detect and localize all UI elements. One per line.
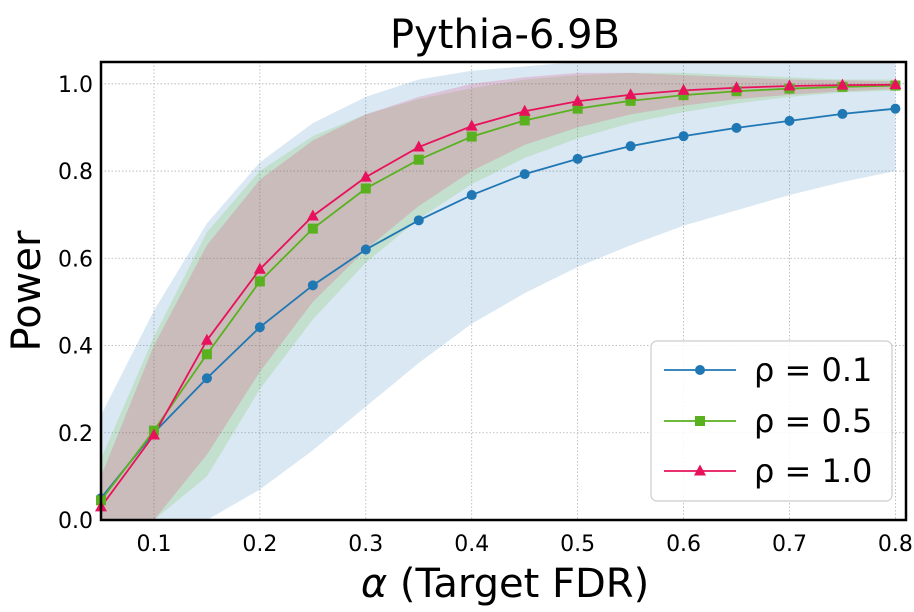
- point-series-1: [466, 190, 477, 201]
- y-tick-label: 0.4: [58, 335, 93, 360]
- point-series-3: [889, 78, 902, 90]
- point-series-3: [571, 94, 584, 106]
- x-tick-label: 0.3: [348, 532, 383, 557]
- x-axis-label-symbol: α: [361, 561, 387, 607]
- y-tick-label: 0.8: [58, 160, 93, 185]
- band-series-3: [101, 72, 896, 521]
- x-axis-label-text: (Target FDR): [387, 561, 649, 607]
- point-series-1: [519, 169, 530, 180]
- point-series-1: [890, 103, 901, 114]
- x-axis-label: α (Target FDR): [361, 561, 649, 607]
- point-series-1: [201, 373, 212, 384]
- line-series-3: [100, 83, 896, 508]
- point-series-3: [677, 83, 690, 95]
- point-series-2: [466, 131, 477, 142]
- chart-title: Pythia-6.9B: [390, 12, 620, 58]
- x-tick-label: 0.5: [560, 532, 595, 557]
- x-tick-label: 0.1: [136, 532, 171, 557]
- point-series-2: [678, 90, 689, 101]
- x-tick-label: 0.7: [772, 532, 807, 557]
- point-series-2: [519, 115, 530, 126]
- legend: ρ = 0.1 ρ = 0.5 ρ = 1.0: [650, 340, 893, 502]
- legend-box: [650, 340, 893, 502]
- legend-label-2: ρ = 0.5: [754, 402, 872, 440]
- y-tick-label: 0.0: [58, 509, 93, 534]
- point-series-1: [254, 322, 265, 333]
- x-tick-label: 0.2: [242, 532, 277, 557]
- point-series-1: [307, 280, 318, 291]
- legend-marker-2: [695, 416, 705, 426]
- y-tick-label: 0.6: [58, 247, 93, 272]
- line-series-1: [100, 107, 896, 499]
- point-series-3: [518, 104, 531, 116]
- band-series-1: [101, 62, 896, 520]
- y-axis-label: Power: [4, 230, 50, 351]
- legend-label-1: ρ = 0.1: [754, 351, 872, 389]
- x-tick-labels: 0.1 0.2 0.3 0.4 0.5 0.6 0.7 0.8: [136, 532, 912, 557]
- point-series-1: [413, 215, 424, 226]
- point-series-2: [413, 154, 424, 165]
- point-series-3: [730, 81, 743, 93]
- point-series-1: [731, 122, 742, 133]
- point-series-1: [572, 153, 583, 164]
- plot-frame: [99, 60, 908, 522]
- point-series-1: [625, 141, 636, 152]
- point-series-3: [465, 119, 478, 131]
- point-series-3: [253, 262, 266, 274]
- y-tick-label: 1.0: [58, 73, 93, 98]
- point-series-1: [837, 108, 848, 119]
- line-series-2: [100, 84, 896, 501]
- legend-marker-1: [695, 365, 705, 375]
- point-series-3: [783, 79, 796, 91]
- y-tick-label: 0.2: [58, 422, 93, 447]
- point-series-2: [307, 223, 318, 234]
- point-series-3: [306, 209, 319, 221]
- point-series-2: [201, 349, 212, 360]
- confidence-bands: [101, 62, 896, 521]
- x-tick-label: 0.6: [666, 532, 701, 557]
- point-series-1: [360, 244, 371, 255]
- point-series-2: [254, 276, 265, 287]
- y-tick-labels: 0.0 0.2 0.4 0.6 0.8 1.0: [58, 73, 93, 534]
- legend-marker-3: [694, 464, 706, 476]
- point-series-1: [784, 115, 795, 126]
- point-series-3: [412, 140, 425, 152]
- series-lines: [100, 83, 896, 508]
- band-series-2: [101, 72, 896, 521]
- legend-label-3: ρ = 1.0: [754, 452, 872, 490]
- point-series-3: [836, 78, 849, 90]
- point-series-2: [360, 183, 371, 194]
- point-series-2: [572, 103, 583, 114]
- point-series-3: [359, 170, 372, 182]
- point-series-1: [678, 131, 689, 142]
- point-series-3: [624, 88, 637, 100]
- point-series-3: [147, 428, 160, 440]
- point-series-2: [625, 95, 636, 106]
- point-series-3: [200, 333, 213, 345]
- x-tick-label: 0.4: [454, 532, 489, 557]
- x-tick-label: 0.8: [878, 532, 913, 557]
